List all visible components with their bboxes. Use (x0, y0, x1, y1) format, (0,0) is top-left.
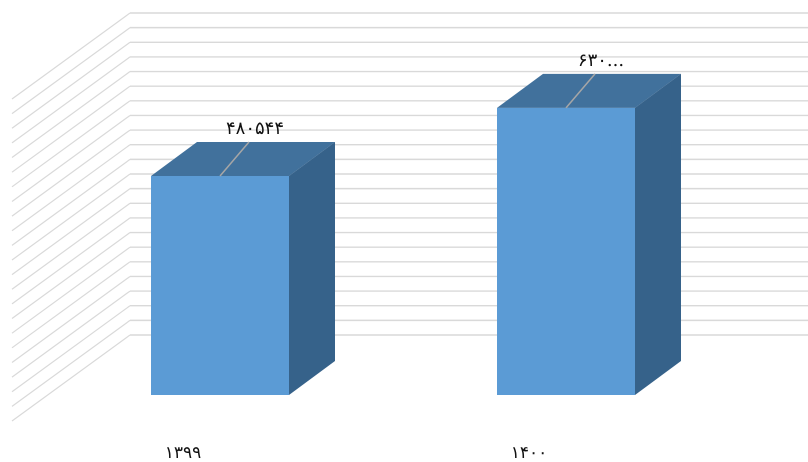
gridline-side (11, 246, 131, 334)
gridline-side (11, 217, 131, 305)
gridline-side (11, 27, 131, 115)
leader-line-1 (219, 141, 250, 177)
bar-front-1 (151, 176, 289, 395)
bar-side-2 (635, 73, 681, 396)
gridline-side (11, 144, 131, 232)
gridline-side (11, 261, 131, 349)
data-label-2: ۶۳۰... (578, 50, 624, 71)
category-label-1: ۱۳۹۹ (165, 443, 202, 462)
gridline-side (11, 173, 131, 261)
chart-labels: ۴۸۰۵۴۴ ۱۳۹۹ ۶۳۰... ۱۴۰۰ (165, 50, 624, 462)
bar-top-1 (151, 142, 335, 176)
gridline-side (11, 100, 131, 188)
gridline-side (11, 56, 131, 144)
category-label-2: ۱۴۰۰ (511, 443, 548, 462)
gridline-side (11, 41, 131, 129)
chart-gridlines (11, 12, 808, 422)
gridline-side (11, 129, 131, 217)
gridline-side (11, 12, 131, 100)
bar-side-1 (289, 142, 335, 395)
gridline-side (11, 305, 131, 393)
gridline-side (11, 232, 131, 320)
gridline-side (11, 114, 131, 202)
data-label-1: ۴۸۰۵۴۴ (226, 118, 284, 139)
gridline-side (11, 158, 131, 246)
chart-bars (151, 73, 681, 396)
gridline-side (11, 290, 131, 378)
bar-top-2 (497, 73, 681, 108)
gridline-side (11, 334, 131, 422)
gridline-side (11, 275, 131, 363)
leader-line-2 (565, 73, 596, 109)
gridline-side (11, 202, 131, 290)
bar-front-2 (497, 107, 635, 396)
gridline-side (11, 188, 131, 276)
gridline-side (11, 71, 131, 159)
gridline-side (11, 85, 131, 173)
gridline-side (11, 319, 131, 407)
